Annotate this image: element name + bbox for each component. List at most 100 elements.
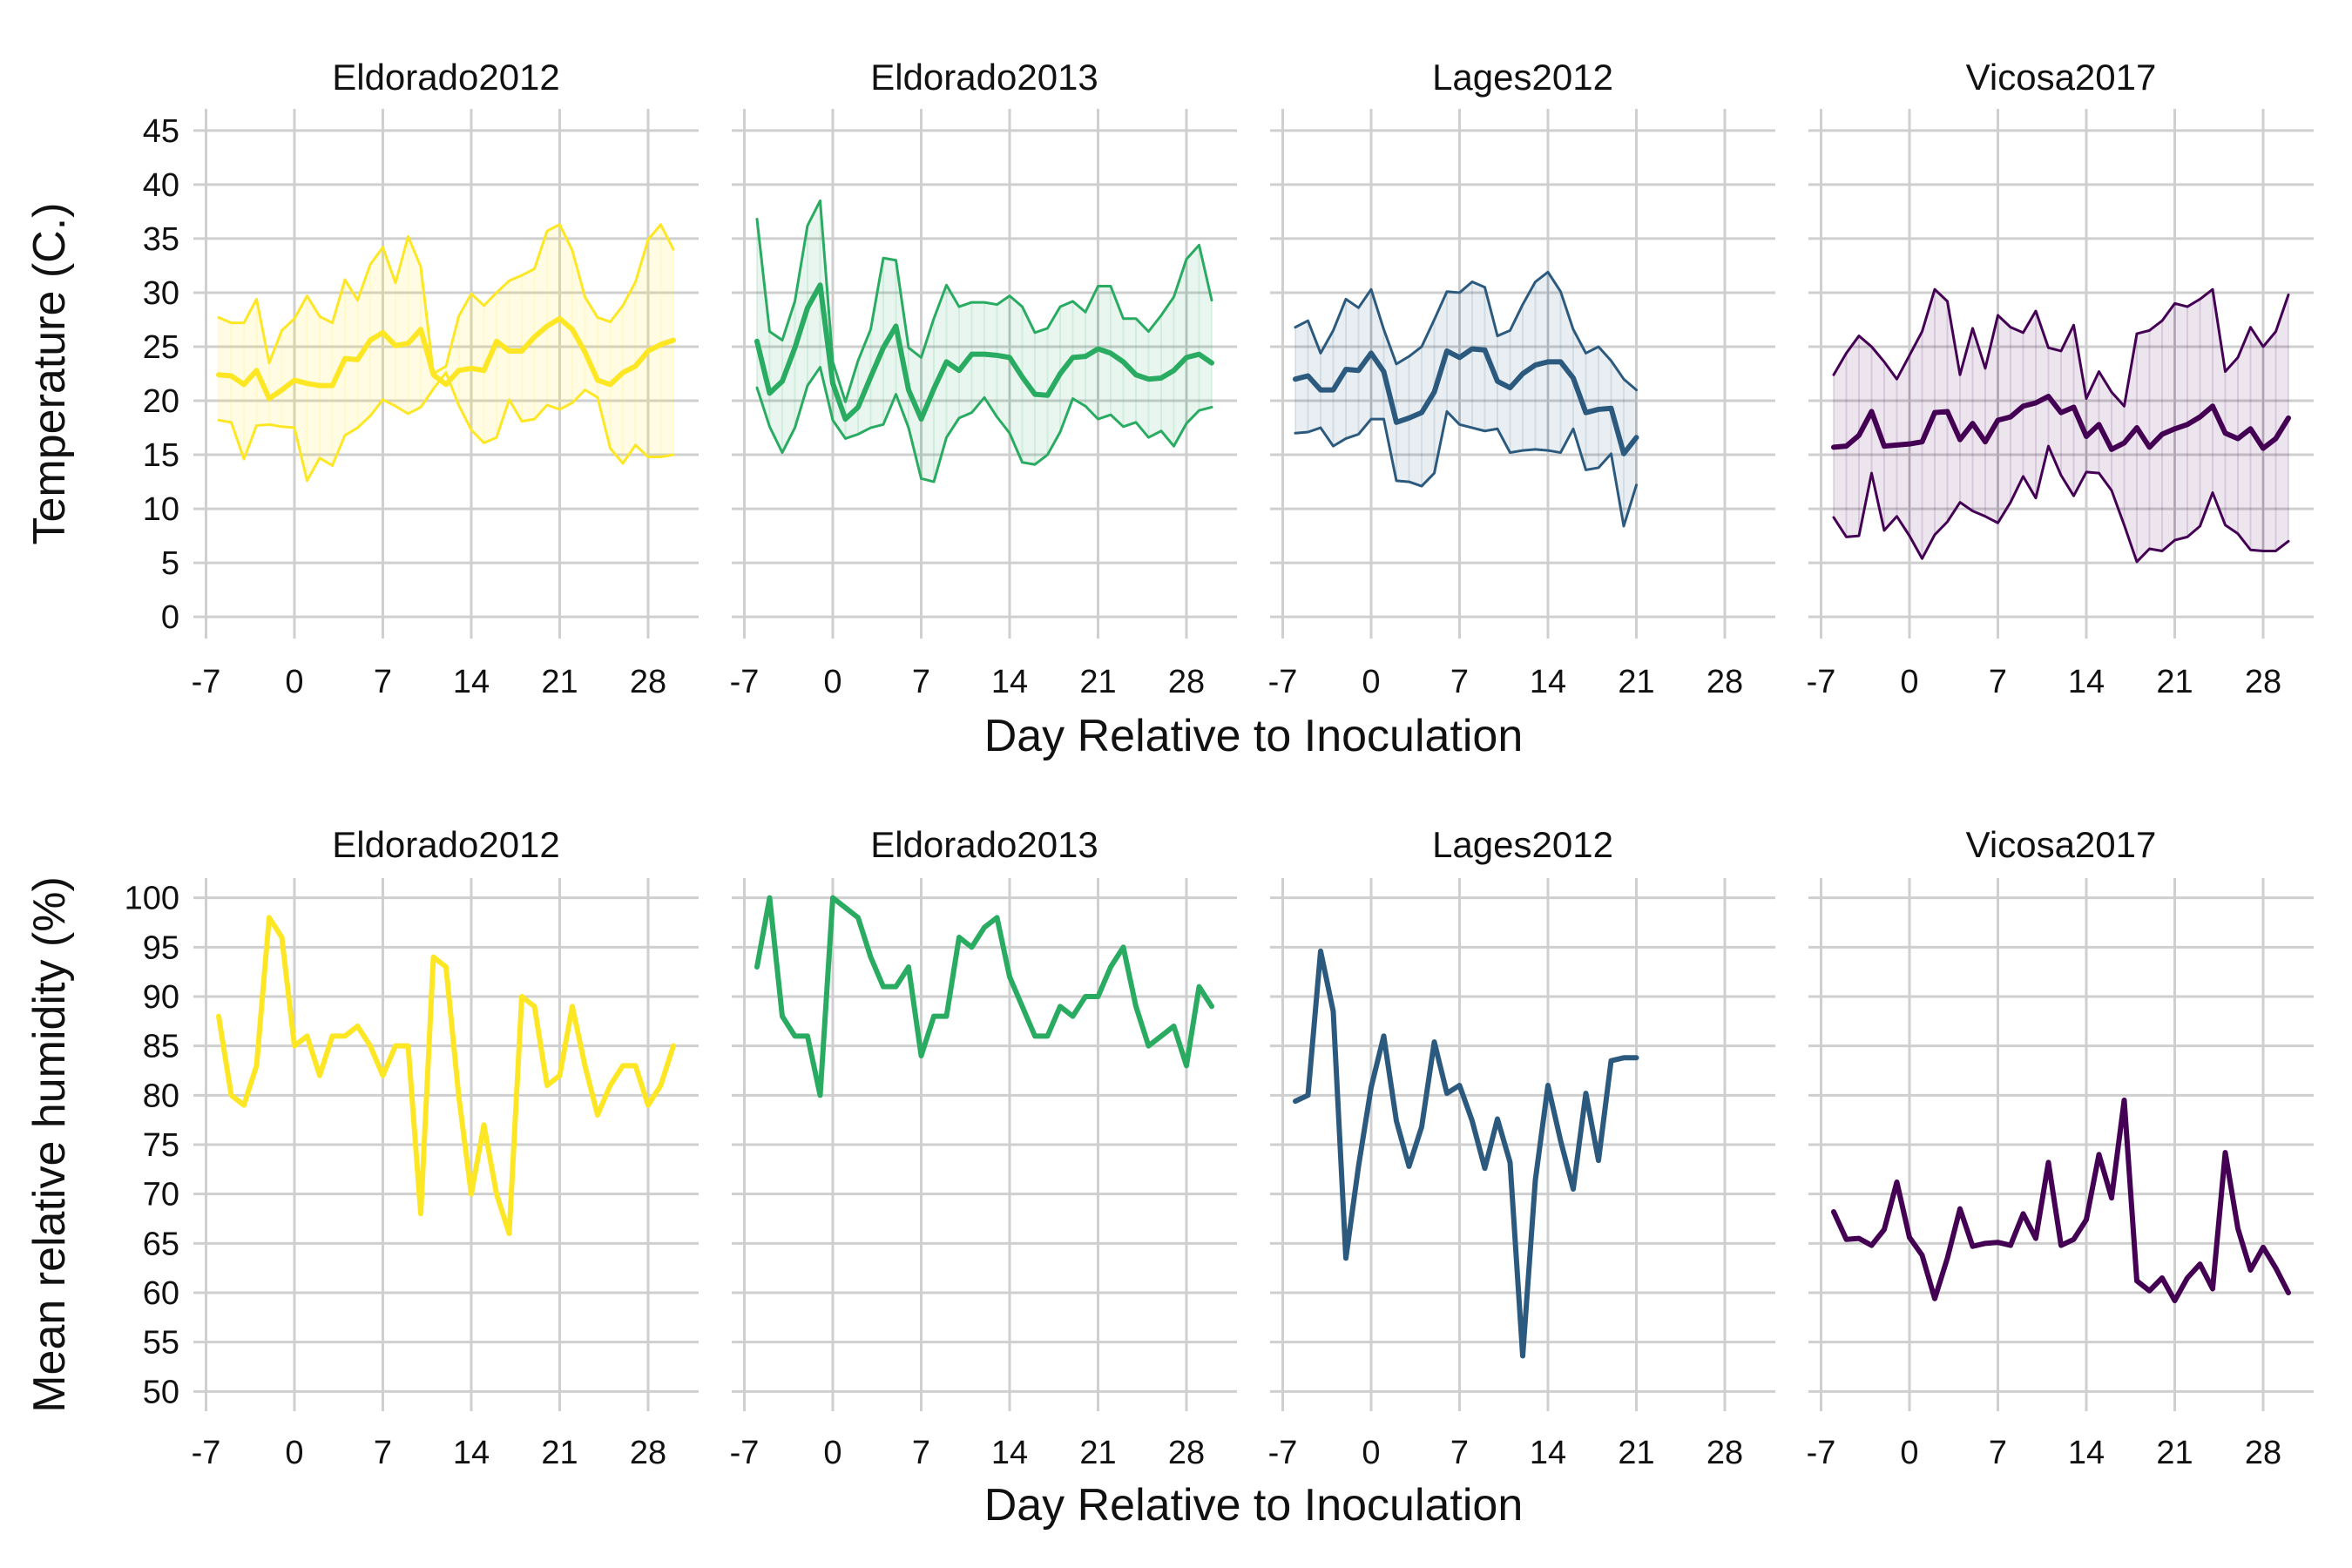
- facet-eldorado2012: Eldorado2012 -7 0 7 14 21 28: [192, 57, 699, 700]
- facet-title: Eldorado2012: [332, 57, 560, 98]
- y-tick-label: 85: [143, 1029, 179, 1065]
- x-tick-label: 0: [1900, 1435, 1918, 1471]
- y-tick-label: 35: [143, 221, 179, 258]
- series-line-humidity: [1293, 948, 1639, 1359]
- y-tick-label: 30: [143, 275, 179, 312]
- x-tick-label: 0: [285, 1435, 303, 1471]
- y-tick-label: 95: [143, 929, 179, 966]
- x-tick-label: 21: [1618, 664, 1654, 700]
- x-tick-label: -7: [730, 664, 760, 700]
- x-tick-label: 28: [1168, 1435, 1205, 1471]
- facet-title: Eldorado2013: [870, 57, 1098, 98]
- series-line-max: [755, 199, 1213, 403]
- y-tick-label: 5: [161, 545, 179, 582]
- x-tick-label: 0: [1362, 1435, 1380, 1471]
- series-line-min: [755, 366, 1213, 483]
- x-tick-label: -7: [192, 664, 221, 700]
- series-line-mean: [216, 315, 676, 402]
- y-tick-label: 55: [143, 1325, 179, 1362]
- facet-title: Eldorado2012: [332, 824, 560, 865]
- series-line-mean: [754, 282, 1214, 422]
- x-tick-label: 0: [285, 664, 303, 700]
- facet-title: Eldorado2013: [870, 824, 1098, 865]
- x-tick-label: 21: [1079, 1435, 1116, 1471]
- x-tick-label: 7: [1989, 664, 2007, 700]
- x-tick-label: 21: [541, 664, 578, 700]
- grid: [1808, 109, 2314, 639]
- temperature-range-band: [219, 224, 673, 481]
- x-tick-label: -7: [1268, 664, 1298, 700]
- x-tick-label: 14: [1530, 1435, 1566, 1471]
- x-tick-label: 28: [2245, 1435, 2281, 1471]
- x-tick-label: 7: [1989, 1435, 2007, 1471]
- x-tick-label: 28: [2245, 664, 2281, 700]
- y-axis-title: Mean relative humidity (%): [24, 876, 75, 1413]
- x-tick-label: 7: [1450, 1435, 1469, 1471]
- grid: [193, 109, 699, 639]
- x-tick-label: 14: [2068, 1435, 2105, 1471]
- facet-title: Vicosa2017: [1966, 824, 2157, 865]
- x-tick-label: 28: [1707, 1435, 1743, 1471]
- x-tick-label: 0: [1362, 664, 1380, 700]
- y-axis-title: Temperature (C.): [24, 203, 75, 545]
- series-line-mean: [1293, 346, 1639, 456]
- x-tick-label: -7: [1268, 1435, 1298, 1471]
- x-tick-label: 7: [912, 1435, 930, 1471]
- facet-title: Lages2012: [1432, 824, 1613, 865]
- x-tick-label: 0: [1900, 664, 1918, 700]
- series-line-max: [1832, 287, 2290, 408]
- x-tick-label: 14: [991, 1435, 1028, 1471]
- temperature-range-band: [1295, 272, 1637, 526]
- facet-title: Lages2012: [1432, 57, 1613, 98]
- x-tick-label: 7: [912, 664, 930, 700]
- temperature-range-band: [1834, 289, 2288, 562]
- x-tick-label: 21: [1618, 1435, 1654, 1471]
- x-tick-label: 28: [630, 1435, 666, 1471]
- y-tick-label: 15: [143, 437, 179, 474]
- series-line-humidity: [216, 915, 676, 1236]
- x-tick-label: 7: [374, 1435, 392, 1471]
- temperature-range-band: [757, 200, 1212, 483]
- x-tick-label: 0: [823, 664, 841, 700]
- series-line-min: [1832, 444, 2290, 564]
- y-tick-label: 20: [143, 383, 179, 420]
- facet-title: Vicosa2017: [1966, 57, 2157, 98]
- grid: [732, 109, 1237, 639]
- series-line-mean: [1831, 394, 2291, 452]
- x-tick-label: 14: [2068, 664, 2105, 700]
- y-tick-label: 80: [143, 1078, 179, 1114]
- y-tick-label: 40: [143, 167, 179, 204]
- x-tick-label: 14: [453, 664, 490, 700]
- facet-eldorado2013: Eldorado2013 -7 0 7 14 21 28: [730, 57, 1237, 700]
- grid: [193, 878, 699, 1411]
- grid: [732, 878, 1237, 1411]
- x-tick-label: 28: [630, 664, 666, 700]
- x-tick-label: -7: [1807, 664, 1836, 700]
- x-tick-label: 7: [374, 664, 392, 700]
- grid: [1808, 878, 2314, 1411]
- x-axis-title: Day Relative to Inoculation: [984, 711, 1524, 761]
- y-tick-label: 0: [161, 599, 179, 636]
- facet-lages2012: Lages2012 -7 0 7 14 21 28: [1268, 824, 1775, 1471]
- y-tick-label: 25: [143, 329, 179, 366]
- y-tick-label: 45: [143, 113, 179, 150]
- y-tick-label: 50: [143, 1374, 179, 1410]
- x-tick-label: 0: [823, 1435, 841, 1471]
- x-tick-label: -7: [192, 1435, 221, 1471]
- series-line-min: [1294, 409, 1638, 528]
- facet-eldorado2013: Eldorado2013 -7 0 7 14 21 28: [730, 824, 1237, 1471]
- series-line-humidity: [1831, 1098, 2291, 1304]
- series-line-max: [1294, 270, 1638, 392]
- x-tick-label: 7: [1450, 664, 1469, 700]
- y-tick-label: 65: [143, 1226, 179, 1262]
- x-tick-label: -7: [730, 1435, 760, 1471]
- x-tick-label: 21: [1079, 664, 1116, 700]
- y-tick-label: 100: [125, 881, 179, 917]
- series-line-min: [217, 371, 675, 483]
- grid: [1270, 109, 1775, 639]
- x-tick-label: 14: [991, 664, 1028, 700]
- x-tick-label: 28: [1707, 664, 1743, 700]
- y-tick-label: 60: [143, 1275, 179, 1312]
- temperature-chart: Eldorado2012 -7 0 7 14 21 28 Eldorado2013 -7 0 7 14…: [24, 57, 2314, 761]
